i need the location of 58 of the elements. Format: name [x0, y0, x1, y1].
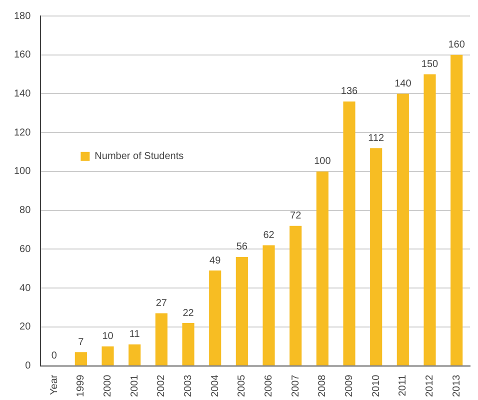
bar	[316, 171, 328, 366]
data-label: 136	[340, 86, 358, 98]
x-tick-label: 2000	[102, 374, 114, 398]
data-label: 72	[290, 210, 302, 222]
bar	[236, 256, 248, 366]
data-label: 7	[78, 336, 84, 348]
bar	[155, 313, 168, 366]
x-tick-label: 2011	[398, 374, 409, 396]
data-label: 11	[129, 329, 140, 340]
x-tick-label: 2013	[451, 374, 462, 398]
bar	[290, 226, 302, 366]
data-label: 100	[314, 156, 332, 168]
data-label: 0	[51, 350, 58, 362]
y-tick-label: 0	[25, 360, 32, 372]
x-tick-label: 2009	[344, 374, 356, 398]
data-label: 62	[263, 230, 275, 242]
x-tick-label: 2008	[317, 374, 328, 398]
bar	[370, 148, 382, 366]
x-tick-label: 2005	[236, 374, 248, 398]
data-label: 160	[448, 40, 466, 51]
data-label: 22	[182, 308, 194, 319]
x-tick-label: 2007	[290, 374, 302, 398]
data-label: 49	[210, 255, 222, 266]
x-tick-label: 2004	[210, 374, 221, 398]
y-tick-label: 120	[14, 127, 32, 138]
data-label: 10	[102, 331, 114, 342]
x-tick-label: Year	[48, 374, 60, 395]
data-label: 112	[368, 132, 384, 144]
legend-label: Number of Students	[94, 151, 184, 162]
y-tick-label: 140	[14, 88, 32, 100]
x-tick-label: 1999	[76, 374, 87, 398]
data-label: 56	[236, 242, 248, 253]
x-tick-label: 2002	[156, 374, 168, 398]
bar	[396, 94, 409, 366]
y-tick-label: 160	[14, 50, 32, 61]
bar	[262, 245, 275, 366]
x-tick-label: 2012	[424, 374, 436, 398]
y-tick-label: 180	[14, 10, 32, 22]
bar	[343, 101, 356, 366]
bar	[209, 270, 222, 366]
bar	[450, 54, 463, 366]
data-label: 27	[156, 298, 168, 310]
y-tick-label: 40	[20, 282, 32, 294]
y-tick-label: 20	[20, 322, 32, 333]
bar	[182, 323, 194, 366]
x-tick-label: 2001	[129, 374, 140, 398]
x-tick-label: 2010	[370, 374, 382, 398]
bar	[102, 346, 114, 366]
x-tick-label: 2003	[183, 374, 194, 398]
data-label: 150	[421, 59, 439, 70]
bar	[128, 344, 141, 366]
y-tick-label: 60	[20, 244, 32, 255]
bar	[74, 352, 87, 366]
y-tick-label: 80	[20, 205, 32, 216]
x-tick-label: 2006	[264, 374, 275, 398]
data-label: 140	[394, 78, 412, 90]
y-tick-label: 100	[14, 166, 32, 178]
bar	[424, 74, 436, 366]
